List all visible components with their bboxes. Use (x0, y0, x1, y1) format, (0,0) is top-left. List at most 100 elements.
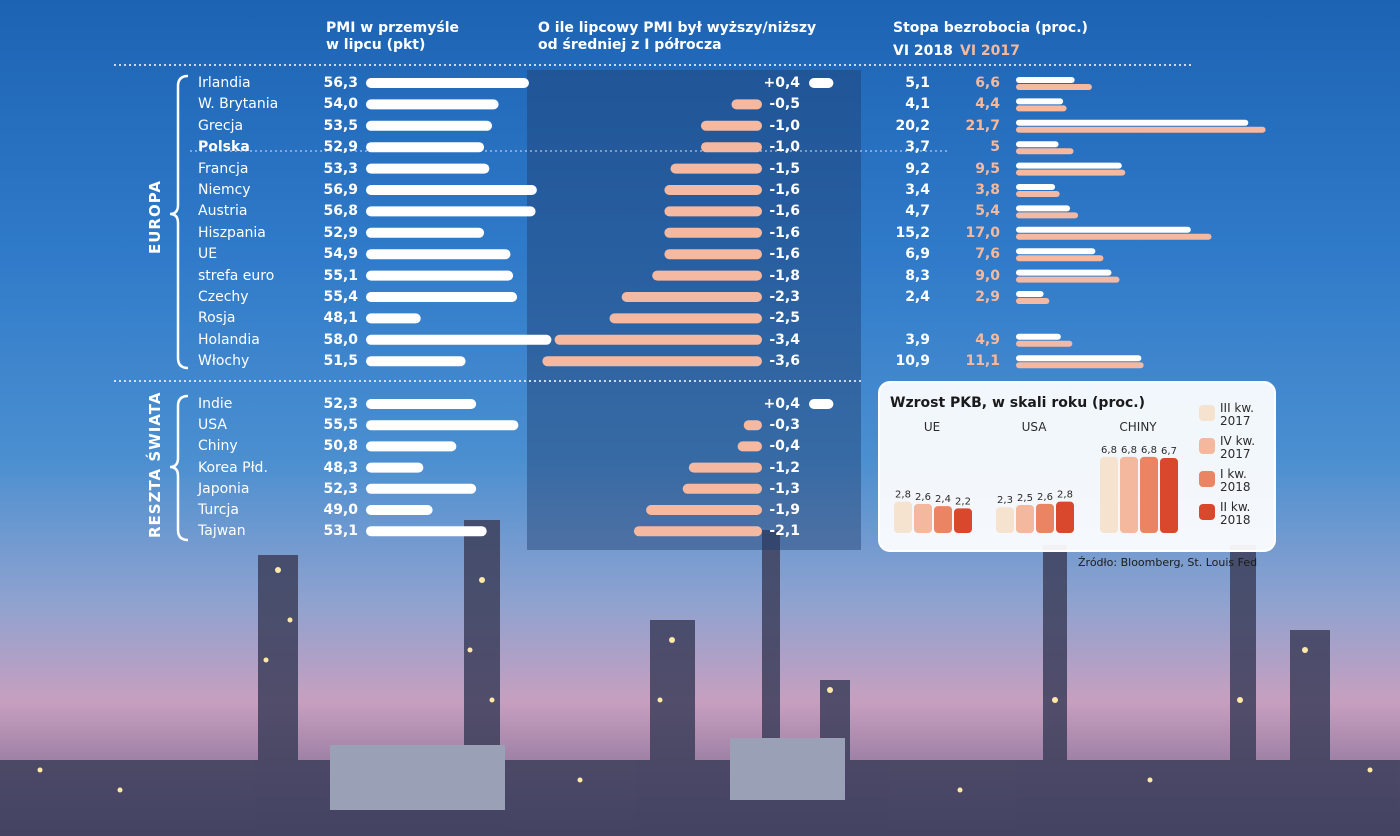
gdp-bar (1016, 505, 1034, 533)
diff-bar (701, 142, 762, 153)
country-label: Tajwan (198, 523, 246, 540)
gdp-legend-label: IV kw. (1220, 434, 1255, 448)
pmi-bar (366, 505, 433, 515)
diff-bar (652, 270, 762, 281)
gdp-value-label: 6,8 (1141, 445, 1157, 456)
unemp-2018-value: 5,1 (905, 75, 930, 91)
unemp-2017-value: 2,9 (975, 289, 1000, 305)
country-label: UE (198, 246, 218, 263)
gdp-category-label: CHINY (1119, 420, 1157, 434)
unemp-2017-bar (1016, 126, 1266, 133)
country-label: Indie (198, 396, 233, 412)
pmi-value: 52,3 (323, 396, 358, 412)
unemp-2018-value: 4,7 (905, 203, 930, 220)
europa-brace (169, 74, 189, 370)
pmi-bar (366, 399, 477, 409)
pmi-value: 55,1 (323, 267, 358, 284)
gdp-legend-swatch (1199, 504, 1215, 520)
country-label: Chiny (198, 438, 238, 455)
unemp-2017-bar (1016, 84, 1092, 90)
diff-bar (737, 441, 762, 452)
gdp-value-label: 2,8 (1057, 490, 1073, 501)
unemp-2018-bar (1016, 248, 1096, 255)
unemp-header: Stopa bezrobocia (proc.) (893, 20, 1088, 36)
diff-value: -1,6 (769, 246, 800, 263)
diff-bar (646, 505, 762, 515)
diff-bar (621, 292, 762, 302)
unemp-legend-2018: VI 2018 (893, 43, 953, 59)
gdp-value-label: 2,5 (1017, 493, 1033, 504)
unemp-2017-value: 21,7 (965, 117, 1000, 134)
pmi-value: 55,5 (323, 417, 358, 434)
unemp-2018-bar (1016, 333, 1061, 340)
gdp-bar (996, 507, 1014, 533)
unemp-2018-value: 3,7 (905, 139, 930, 156)
gdp-bar (1160, 457, 1178, 533)
gdp-value-label: 2,2 (955, 496, 971, 507)
unemp-2018-bar (1016, 162, 1122, 169)
diff-value: -0,4 (769, 438, 800, 455)
gdp-chart-title: Wzrost PKB, w skali roku (proc.) (890, 395, 1145, 411)
unemp-2018-value: 3,9 (905, 331, 930, 348)
country-label: Niemcy (198, 182, 251, 198)
diff-value: -1,6 (769, 182, 800, 198)
pmi-bar (366, 483, 477, 494)
diff-bar (701, 120, 762, 131)
unemp-2018-bar (1016, 119, 1249, 126)
pmi-value: 58,0 (323, 331, 358, 348)
country-label: USA (198, 417, 227, 434)
diff-value: -2,1 (769, 523, 800, 540)
gdp-value-label: 6,8 (1121, 445, 1137, 456)
unemp-2018-value: 2,4 (905, 289, 930, 305)
diff-bar (809, 399, 834, 409)
gdp-bar (934, 506, 952, 533)
pmi-bar (366, 313, 421, 324)
unemp-2018-value: 6,9 (905, 246, 930, 263)
unemp-2017-value: 4,4 (975, 96, 1000, 113)
diff-bar (554, 334, 762, 345)
unemp-2017-bar (1016, 233, 1212, 240)
pmi-header: PMI w przemyśle w lipcu (pkt) (326, 20, 459, 53)
diff-value: -1,0 (769, 139, 800, 156)
diff-bar (688, 462, 762, 473)
pmi-value: 56,8 (323, 203, 358, 220)
diff-bar (743, 420, 762, 431)
diff-value: +0,4 (763, 396, 800, 412)
gdp-category-label: USA (1022, 420, 1048, 434)
pmi-bar (366, 142, 485, 153)
gdp-value-label: 2,6 (1037, 492, 1053, 503)
diff-bar (664, 185, 762, 195)
country-label: Korea Płd. (198, 459, 268, 476)
unemp-2017-value: 17,0 (965, 224, 1000, 241)
diff-bar (664, 249, 762, 260)
unemp-2017-value: 9,5 (975, 160, 1000, 177)
diff-value: -1,5 (769, 160, 800, 177)
diff-value: -0,3 (769, 417, 800, 434)
gdp-legend-swatch (1199, 405, 1215, 421)
unemp-legend-2017: VI 2017 (960, 43, 1020, 59)
country-label: Czechy (198, 289, 249, 305)
group-label-reszta: RESZTA ŚWIATA (146, 391, 164, 538)
unemp-2017-bar (1016, 255, 1104, 262)
gdp-legend-swatch (1199, 471, 1215, 487)
unemp-2017-bar (1016, 169, 1126, 176)
pmi-bar (366, 420, 519, 431)
pmi-bar (366, 334, 552, 345)
unemp-2017-bar (1016, 105, 1067, 112)
gdp-bar (1036, 503, 1054, 533)
gdp-legend-label: 2017 (1220, 447, 1251, 461)
pmi-bar (366, 185, 537, 195)
unemp-2018-bar (1016, 226, 1191, 233)
pmi-bar (366, 78, 529, 88)
unemp-2017-bar (1016, 298, 1050, 304)
unemp-2017-bar (1016, 191, 1060, 197)
pmi-bar (366, 292, 518, 302)
pmi-bar (366, 99, 499, 110)
unemp-2017-value: 5 (990, 139, 1000, 156)
pmi-value: 51,5 (323, 353, 358, 370)
gdp-value-label: 2,3 (997, 495, 1013, 506)
gdp-chart-box: Wzrost PKB, w skali roku (proc.) UE 2,8 2,… (878, 381, 1276, 552)
gdp-bar (1120, 456, 1138, 533)
